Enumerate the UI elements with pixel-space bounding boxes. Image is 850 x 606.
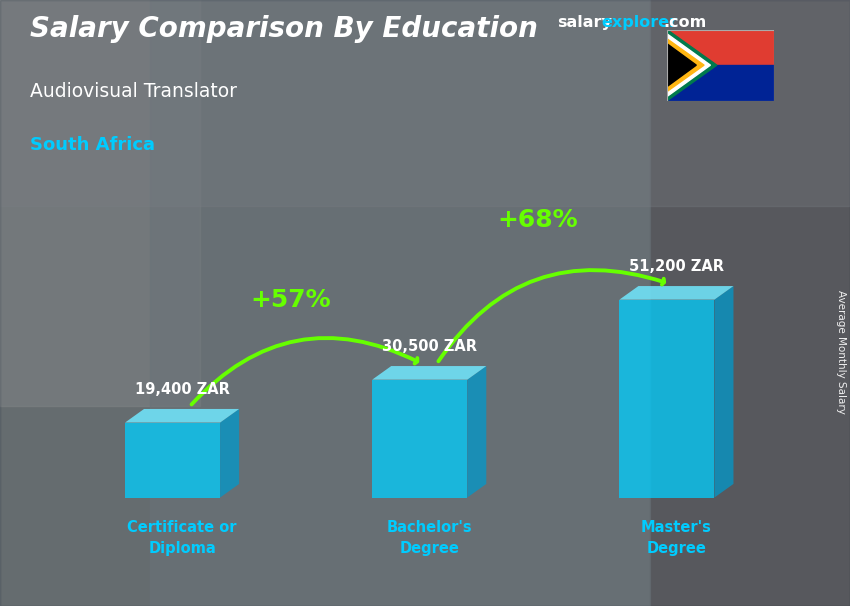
Text: Salary Comparison By Education: Salary Comparison By Education — [30, 15, 537, 43]
Polygon shape — [620, 299, 715, 498]
Text: Audiovisual Translator: Audiovisual Translator — [30, 82, 237, 101]
Text: Bachelor's
Degree: Bachelor's Degree — [387, 520, 472, 556]
Polygon shape — [372, 380, 468, 498]
Bar — [667, 65, 774, 101]
Polygon shape — [667, 44, 696, 87]
Text: Certificate or
Diploma: Certificate or Diploma — [128, 520, 237, 556]
Polygon shape — [667, 39, 704, 92]
Text: South Africa: South Africa — [30, 136, 155, 155]
Text: Master's
Degree: Master's Degree — [641, 520, 711, 556]
Text: +68%: +68% — [497, 208, 578, 231]
Text: 19,400 ZAR: 19,400 ZAR — [134, 382, 230, 396]
Polygon shape — [620, 286, 734, 299]
Bar — [0, 0, 850, 206]
Bar — [150, 0, 650, 606]
Polygon shape — [125, 422, 220, 498]
Polygon shape — [667, 34, 711, 96]
Text: +57%: +57% — [250, 288, 331, 311]
Text: salary: salary — [557, 15, 612, 30]
Polygon shape — [667, 30, 717, 101]
Polygon shape — [468, 366, 486, 498]
Polygon shape — [372, 366, 486, 380]
Bar — [667, 30, 774, 65]
Text: Average Monthly Salary: Average Monthly Salary — [836, 290, 846, 413]
Bar — [650, 0, 850, 606]
Text: 51,200 ZAR: 51,200 ZAR — [629, 259, 724, 274]
Text: .com: .com — [663, 15, 706, 30]
Polygon shape — [220, 409, 239, 498]
Polygon shape — [715, 286, 734, 498]
Text: explorer: explorer — [602, 15, 678, 30]
Text: 30,500 ZAR: 30,500 ZAR — [382, 339, 477, 354]
Bar — [0, 0, 200, 406]
Polygon shape — [125, 409, 239, 422]
